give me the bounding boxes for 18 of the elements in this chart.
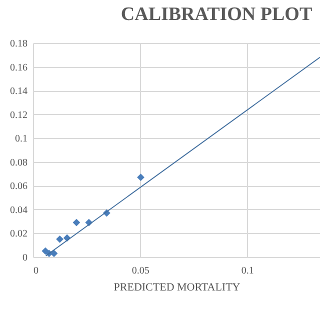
y-tick-label: 0.18: [10, 38, 28, 50]
y-tick-label: 0.04: [10, 204, 28, 216]
y-tick-label: 0.1: [15, 134, 28, 145]
chart-title: CALIBRATION PLOT: [120, 4, 312, 25]
y-tick-label: 0.14: [10, 86, 28, 98]
x-tick-label: 0: [34, 266, 38, 276]
x-tick-label: 0.05: [132, 266, 150, 276]
y-tick-label: 0.08: [10, 157, 28, 168]
y-tick-label: 0.16: [10, 62, 28, 74]
x-axis-title: PREDICTED MORTALITY: [114, 282, 240, 294]
y-tick-label: 0.06: [10, 181, 28, 192]
y-tick-label: 0.02: [10, 228, 28, 240]
point: [137, 174, 144, 182]
y-tick-label: 0.12: [10, 110, 28, 121]
x-tick-label: 0.1: [241, 266, 254, 276]
point: [56, 235, 64, 243]
point: [72, 218, 80, 226]
y-tick-label: 0: [22, 252, 28, 264]
